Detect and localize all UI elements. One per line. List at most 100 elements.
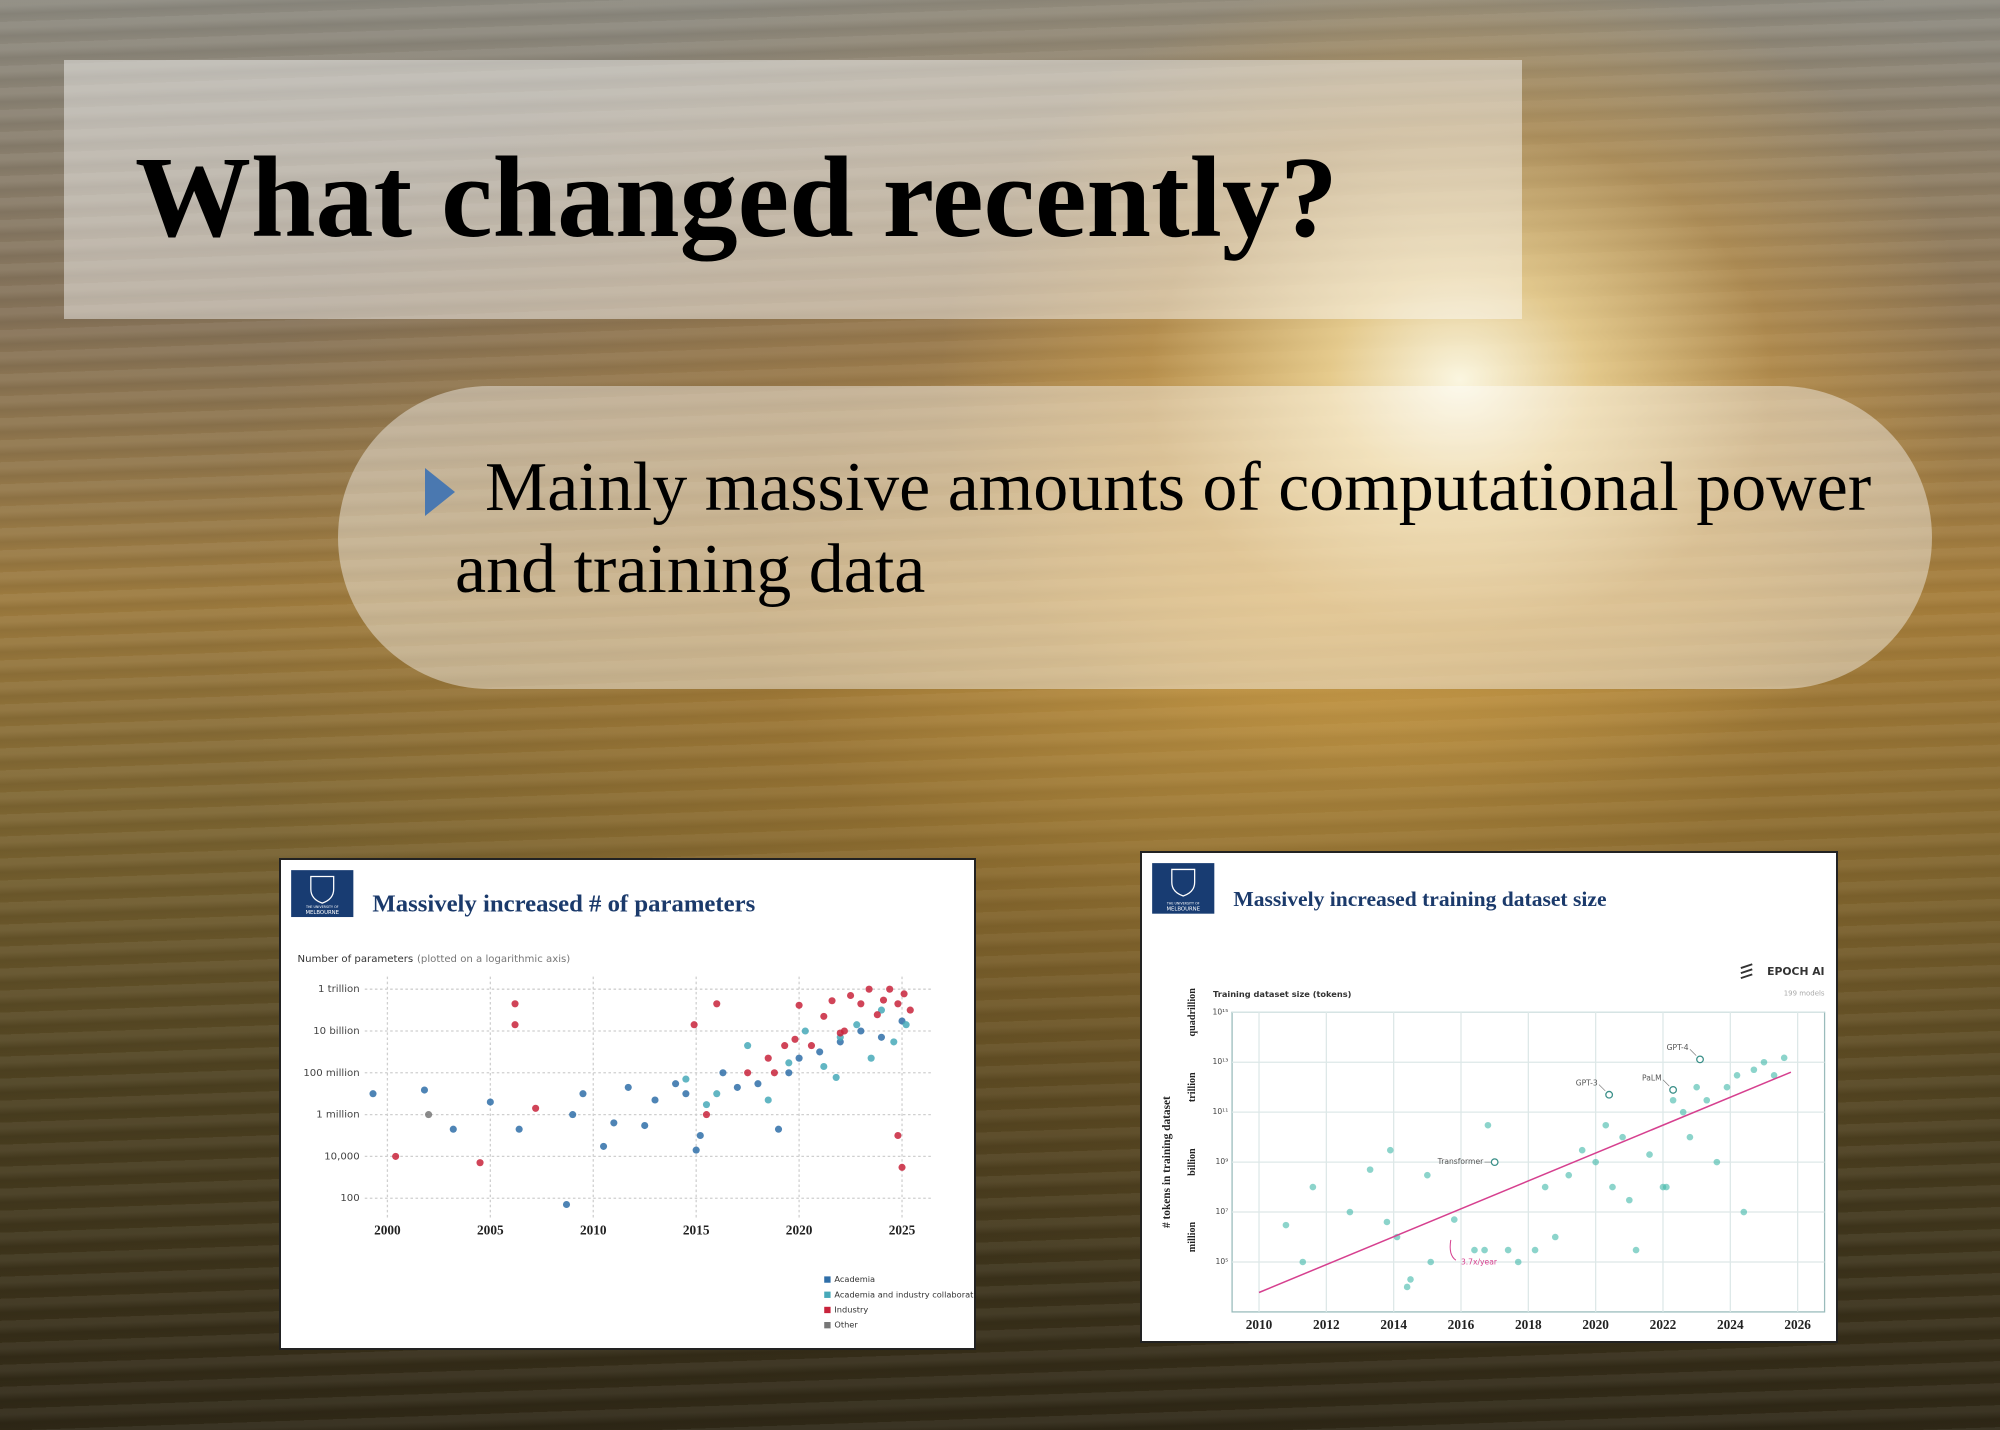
x-tick-label: 2005 xyxy=(477,1222,504,1237)
point xyxy=(449,1125,457,1133)
point xyxy=(840,1027,848,1035)
point xyxy=(1578,1146,1586,1154)
point xyxy=(877,1033,885,1041)
point xyxy=(795,1054,803,1062)
point xyxy=(696,1131,704,1140)
point xyxy=(801,1027,809,1035)
point xyxy=(1565,1171,1573,1179)
point xyxy=(894,1000,902,1008)
y-tick-label: 10¹⁵ xyxy=(1213,1007,1229,1016)
y-tick-label: 1 million xyxy=(316,1110,359,1121)
axis-note: (plotted on a logarithmic axis) xyxy=(417,954,570,965)
point xyxy=(1750,1066,1758,1074)
legend-swatch xyxy=(824,1276,831,1283)
point xyxy=(898,1163,906,1171)
legend-label: Academia and industry collaboration xyxy=(834,1289,974,1299)
point xyxy=(672,1080,680,1088)
axis-title: Training dataset size (tokens) xyxy=(1213,989,1352,999)
point xyxy=(847,991,855,1000)
logo-crest xyxy=(1171,868,1196,897)
logo-text: MELBOURNE xyxy=(1166,907,1200,913)
point xyxy=(1686,1133,1694,1141)
point xyxy=(702,1101,711,1109)
trend-line xyxy=(1258,1071,1792,1294)
point xyxy=(651,1096,659,1104)
point xyxy=(719,1069,727,1077)
point xyxy=(770,1069,778,1077)
point xyxy=(1713,1158,1721,1166)
point xyxy=(702,1111,711,1119)
y-axis-title: # tokens in training dataset xyxy=(1161,1096,1173,1228)
point xyxy=(1663,1183,1670,1191)
bullet-box xyxy=(338,386,1932,689)
x-tick-label: 2025 xyxy=(889,1222,916,1237)
point xyxy=(515,1125,523,1133)
point-label: GPT-3 xyxy=(1576,1078,1598,1087)
x-tick-label: 2018 xyxy=(1515,1317,1542,1332)
point xyxy=(774,1125,783,1133)
point xyxy=(692,1146,700,1154)
y-tick-label: 10¹³ xyxy=(1213,1057,1229,1066)
point xyxy=(682,1075,690,1083)
point xyxy=(1407,1276,1414,1283)
point xyxy=(1740,1208,1748,1216)
point xyxy=(733,1083,741,1091)
point xyxy=(906,1006,914,1014)
leader xyxy=(1689,1049,1697,1056)
point xyxy=(816,1048,824,1056)
point xyxy=(511,1021,519,1029)
point xyxy=(873,1011,881,1019)
x-tick-label: 2000 xyxy=(374,1222,401,1237)
point xyxy=(476,1159,484,1167)
legend-swatch xyxy=(824,1306,831,1314)
y-tick-label: 10 billion xyxy=(313,1026,359,1037)
point xyxy=(1450,1216,1458,1223)
point xyxy=(744,1069,752,1077)
y-tick-label: 10,000 xyxy=(324,1151,359,1162)
point xyxy=(1703,1096,1711,1104)
point xyxy=(877,1006,885,1014)
point xyxy=(1309,1183,1317,1191)
point xyxy=(1723,1083,1731,1091)
bullet-marker xyxy=(425,468,455,516)
point xyxy=(1551,1233,1559,1241)
logo xyxy=(291,870,354,918)
point xyxy=(425,1111,433,1119)
point xyxy=(1669,1096,1677,1104)
chart-title: Massively increased training dataset siz… xyxy=(1233,887,1606,911)
point xyxy=(562,1200,571,1209)
point xyxy=(486,1098,494,1106)
logo-crest xyxy=(310,875,335,904)
point xyxy=(599,1142,608,1150)
point xyxy=(713,1000,721,1008)
x-tick-label: 2024 xyxy=(1717,1317,1744,1332)
point xyxy=(894,1131,902,1140)
legend-label: Other xyxy=(834,1320,858,1330)
point-label: Transformer xyxy=(1437,1157,1484,1166)
point xyxy=(785,1059,793,1067)
point xyxy=(764,1096,772,1104)
point xyxy=(785,1069,793,1077)
point xyxy=(1592,1158,1599,1166)
point xyxy=(569,1111,577,1119)
legend-label: Industry xyxy=(834,1304,868,1314)
chart-panel: THE UNIVERSITY OF MELBOURNE Massively incr… xyxy=(279,858,976,1350)
point xyxy=(624,1083,632,1091)
point xyxy=(832,1073,840,1081)
point xyxy=(1383,1218,1391,1226)
x-tick-label: 2020 xyxy=(1582,1317,1609,1332)
point xyxy=(420,1086,429,1094)
point xyxy=(820,1012,828,1020)
legend-swatch xyxy=(824,1322,831,1329)
point xyxy=(1760,1058,1768,1066)
point xyxy=(1481,1246,1488,1254)
logo xyxy=(1152,863,1215,914)
legend-swatch xyxy=(824,1291,831,1298)
axis-title: Number of parameters xyxy=(298,954,414,965)
point xyxy=(1770,1072,1778,1079)
y-tick-label: 10⁹ xyxy=(1216,1157,1229,1166)
point xyxy=(902,1021,910,1029)
point xyxy=(392,1152,400,1160)
